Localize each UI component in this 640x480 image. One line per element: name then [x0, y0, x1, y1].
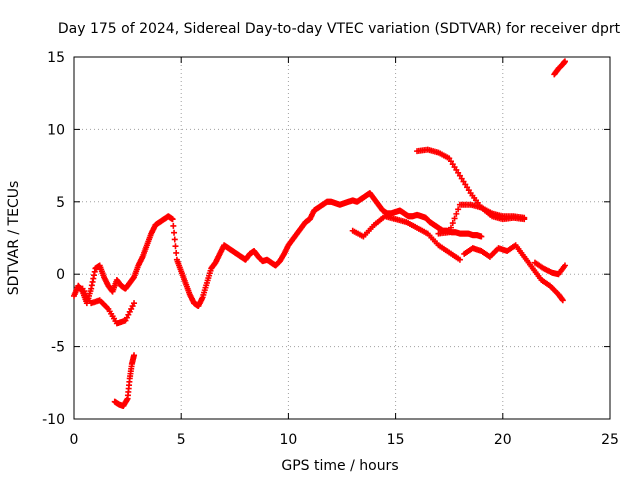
series-late-tail — [531, 259, 568, 278]
data-point — [171, 236, 178, 243]
series-top-segment — [551, 58, 568, 78]
data-point — [131, 352, 138, 359]
x-tick-label: 10 — [279, 432, 297, 448]
y-tick-label: -5 — [51, 340, 65, 356]
y-tick-label: 0 — [56, 267, 65, 283]
y-tick-label: 10 — [47, 122, 65, 138]
plot-frame — [73, 56, 611, 420]
grid — [74, 57, 610, 419]
y-axis-label: SDTVAR / TECUs — [6, 181, 22, 296]
y-tick-label: 5 — [56, 195, 65, 211]
x-axis-label: GPS time / hours — [281, 458, 398, 474]
data-point — [453, 210, 460, 217]
chart-title: Day 175 of 2024, Sidereal Day-to-day VTE… — [58, 21, 621, 37]
y-tick-label: 15 — [47, 50, 65, 66]
data-point — [456, 256, 463, 263]
data-point — [449, 220, 456, 227]
x-tick-label: 0 — [70, 432, 79, 448]
data-marks — [71, 58, 568, 409]
series-plateau — [435, 201, 528, 237]
data-point — [561, 58, 568, 65]
series-cross-segment — [349, 213, 463, 263]
series-late-cluster — [461, 242, 566, 304]
x-tick-label: 5 — [177, 432, 186, 448]
data-point — [521, 214, 528, 221]
data-point — [559, 297, 566, 304]
data-point — [131, 300, 138, 307]
data-point — [173, 249, 180, 256]
data-point — [169, 216, 176, 223]
x-tick-label: 15 — [387, 432, 405, 448]
series-descending — [414, 146, 528, 223]
data-point — [171, 229, 178, 236]
data-point — [172, 243, 179, 250]
data-point — [455, 206, 462, 213]
ticks: 0 5 10 15 20 25 -10 -5 0 5 10 15 — [42, 50, 619, 448]
series-low-arc — [79, 285, 138, 327]
series-main — [71, 190, 485, 310]
x-tick-label: 25 — [601, 432, 619, 448]
x-tick-label: 20 — [494, 432, 512, 448]
data-point — [447, 224, 454, 231]
y-tick-label: -10 — [42, 412, 65, 428]
series-dip-segment — [111, 352, 138, 409]
data-point — [446, 229, 453, 236]
data-point — [170, 222, 177, 229]
data-point — [451, 215, 458, 222]
data-point — [561, 262, 568, 269]
data-point — [478, 233, 485, 240]
